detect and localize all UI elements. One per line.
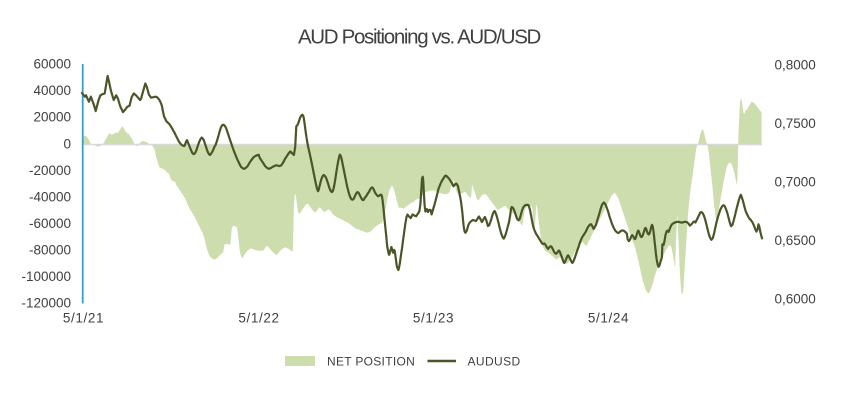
svg-text:-80000: -80000 (29, 243, 71, 258)
svg-text:20000: 20000 (33, 110, 71, 125)
svg-text:-40000: -40000 (29, 189, 71, 204)
svg-text:0,8000: 0,8000 (775, 57, 816, 72)
svg-text:-100000: -100000 (21, 269, 71, 284)
svg-text:5/1/22: 5/1/22 (238, 311, 279, 326)
svg-text:0,7500: 0,7500 (775, 116, 816, 131)
svg-text:5/1/21: 5/1/21 (63, 311, 104, 326)
svg-text:NET POSITION: NET POSITION (327, 355, 415, 369)
svg-text:5/1/23: 5/1/23 (413, 311, 454, 326)
svg-text:0,7000: 0,7000 (775, 174, 816, 189)
svg-text:0,6500: 0,6500 (775, 233, 816, 248)
svg-text:-20000: -20000 (29, 163, 71, 178)
svg-text:40000: 40000 (33, 83, 71, 98)
svg-text:60000: 60000 (33, 57, 71, 72)
svg-text:AUD Positioning vs. AUD/USD: AUD Positioning vs. AUD/USD (298, 26, 541, 49)
svg-text:5/1/24: 5/1/24 (588, 311, 629, 326)
svg-text:AUDUSD: AUDUSD (468, 355, 521, 369)
svg-text:-120000: -120000 (21, 296, 71, 311)
svg-text:0: 0 (63, 136, 71, 151)
svg-text:0,6000: 0,6000 (775, 291, 816, 306)
svg-text:-60000: -60000 (29, 216, 71, 231)
